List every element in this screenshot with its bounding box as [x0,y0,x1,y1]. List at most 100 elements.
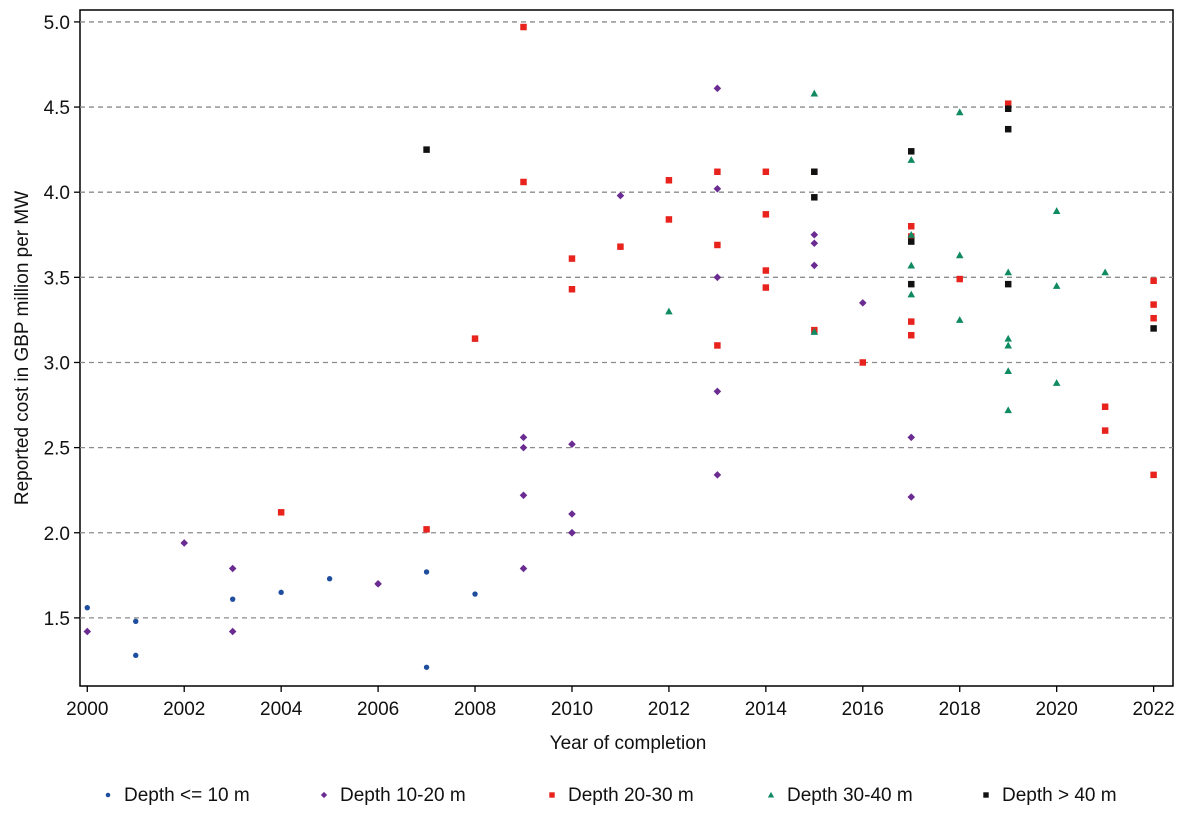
data-point [229,596,236,602]
data-point [1004,341,1012,349]
data-point [1101,403,1109,410]
data-point [810,239,819,248]
data-point [423,146,430,153]
data-point [907,433,916,442]
data-point [956,275,963,283]
legend-label: Depth 10-20 m [340,785,466,806]
data-point [520,178,527,186]
data-point [859,359,867,366]
x-tick-label: 2018 [939,699,981,720]
data-point [374,580,382,588]
data-point [1004,125,1012,133]
legend-marker [549,792,555,798]
data-point [1150,314,1157,322]
data-point [908,318,915,325]
legend-label: Depth <= 10 m [124,785,250,806]
x-tick-label: 2002 [163,699,205,720]
data-point [1004,334,1012,342]
data-point [908,238,915,245]
legend-label: Depth > 40 m [1002,785,1117,806]
data-point [228,627,237,636]
x-tick-label: 2004 [260,699,303,720]
x-tick-label: 2006 [357,699,399,720]
x-tick-label: 2022 [1132,699,1174,720]
data-point [1004,280,1012,288]
data-point [665,216,673,223]
data-point [423,664,430,670]
data-point [714,241,721,249]
data-point [1150,325,1157,332]
data-point [1150,301,1157,308]
legend-marker [767,791,775,798]
data-point [568,510,576,518]
data-point [810,230,819,239]
y-tick-label: 2.5 [44,439,70,460]
data-point [423,569,430,575]
data-point [1052,207,1061,214]
data-point [520,23,527,31]
data-point [519,564,528,573]
data-point [1052,282,1061,289]
data-point [472,591,478,597]
legend-marker [320,791,328,799]
data-point [1052,379,1061,386]
data-point [810,89,819,97]
data-point [907,290,916,298]
data-point [859,299,867,307]
data-point [1004,406,1012,414]
legend-marker [983,792,989,798]
data-point [955,108,964,116]
x-tick-label: 2008 [454,699,496,720]
x-axis: 2000 2002 2004 2006 2008 2010 2012 2014 2016 2018… [66,686,1175,720]
x-tick-label: 2000 [66,699,108,720]
data-point [811,194,818,201]
data-point [1150,471,1157,479]
legend-marker [105,792,111,798]
data-point [762,211,770,218]
data-point [714,342,721,349]
data-point [133,652,139,659]
data-point [1004,105,1012,113]
legend: Depth <= 10 m Depth 10-20 m Depth 20-30 m D… [105,785,1117,806]
y-axis-title: Reported cost in GBP million per MW [12,191,33,505]
data-point [1101,427,1109,434]
x-tick-label: 2014 [745,699,788,720]
y-tick-label: 4.5 [44,98,70,119]
data-point [955,251,964,259]
data-point [84,604,90,611]
x-tick-label: 2012 [648,699,690,720]
data-point [907,261,916,269]
plot-frame [79,9,1174,687]
data-point [133,618,139,624]
x-tick-label: 2020 [1036,699,1078,720]
data-point [568,528,576,537]
data-point [1101,268,1109,276]
data-point [810,328,819,335]
data-point [180,539,188,547]
data-point [83,627,92,636]
y-tick-label: 3.0 [44,353,70,374]
data-point [762,168,770,176]
data-point [713,387,722,396]
data-point [471,335,479,342]
data-point [908,331,915,339]
data-point [568,440,576,448]
data-point [278,589,284,596]
y-tick-label: 1.5 [44,609,70,630]
data-point [1004,100,1012,107]
data-point [713,84,722,93]
data-point [762,267,770,274]
x-axis-title: Year of completion [550,733,707,754]
data-point [228,564,237,573]
data-point [907,230,916,238]
y-tick-label: 3.5 [44,268,70,289]
gridlines [80,21,1173,619]
y-tick-label: 4.0 [44,183,70,204]
data-point [1004,268,1012,276]
data-point [1004,367,1012,375]
data-point [665,177,673,184]
data-point [810,261,819,270]
data-point [714,168,721,176]
data-point [811,168,818,176]
